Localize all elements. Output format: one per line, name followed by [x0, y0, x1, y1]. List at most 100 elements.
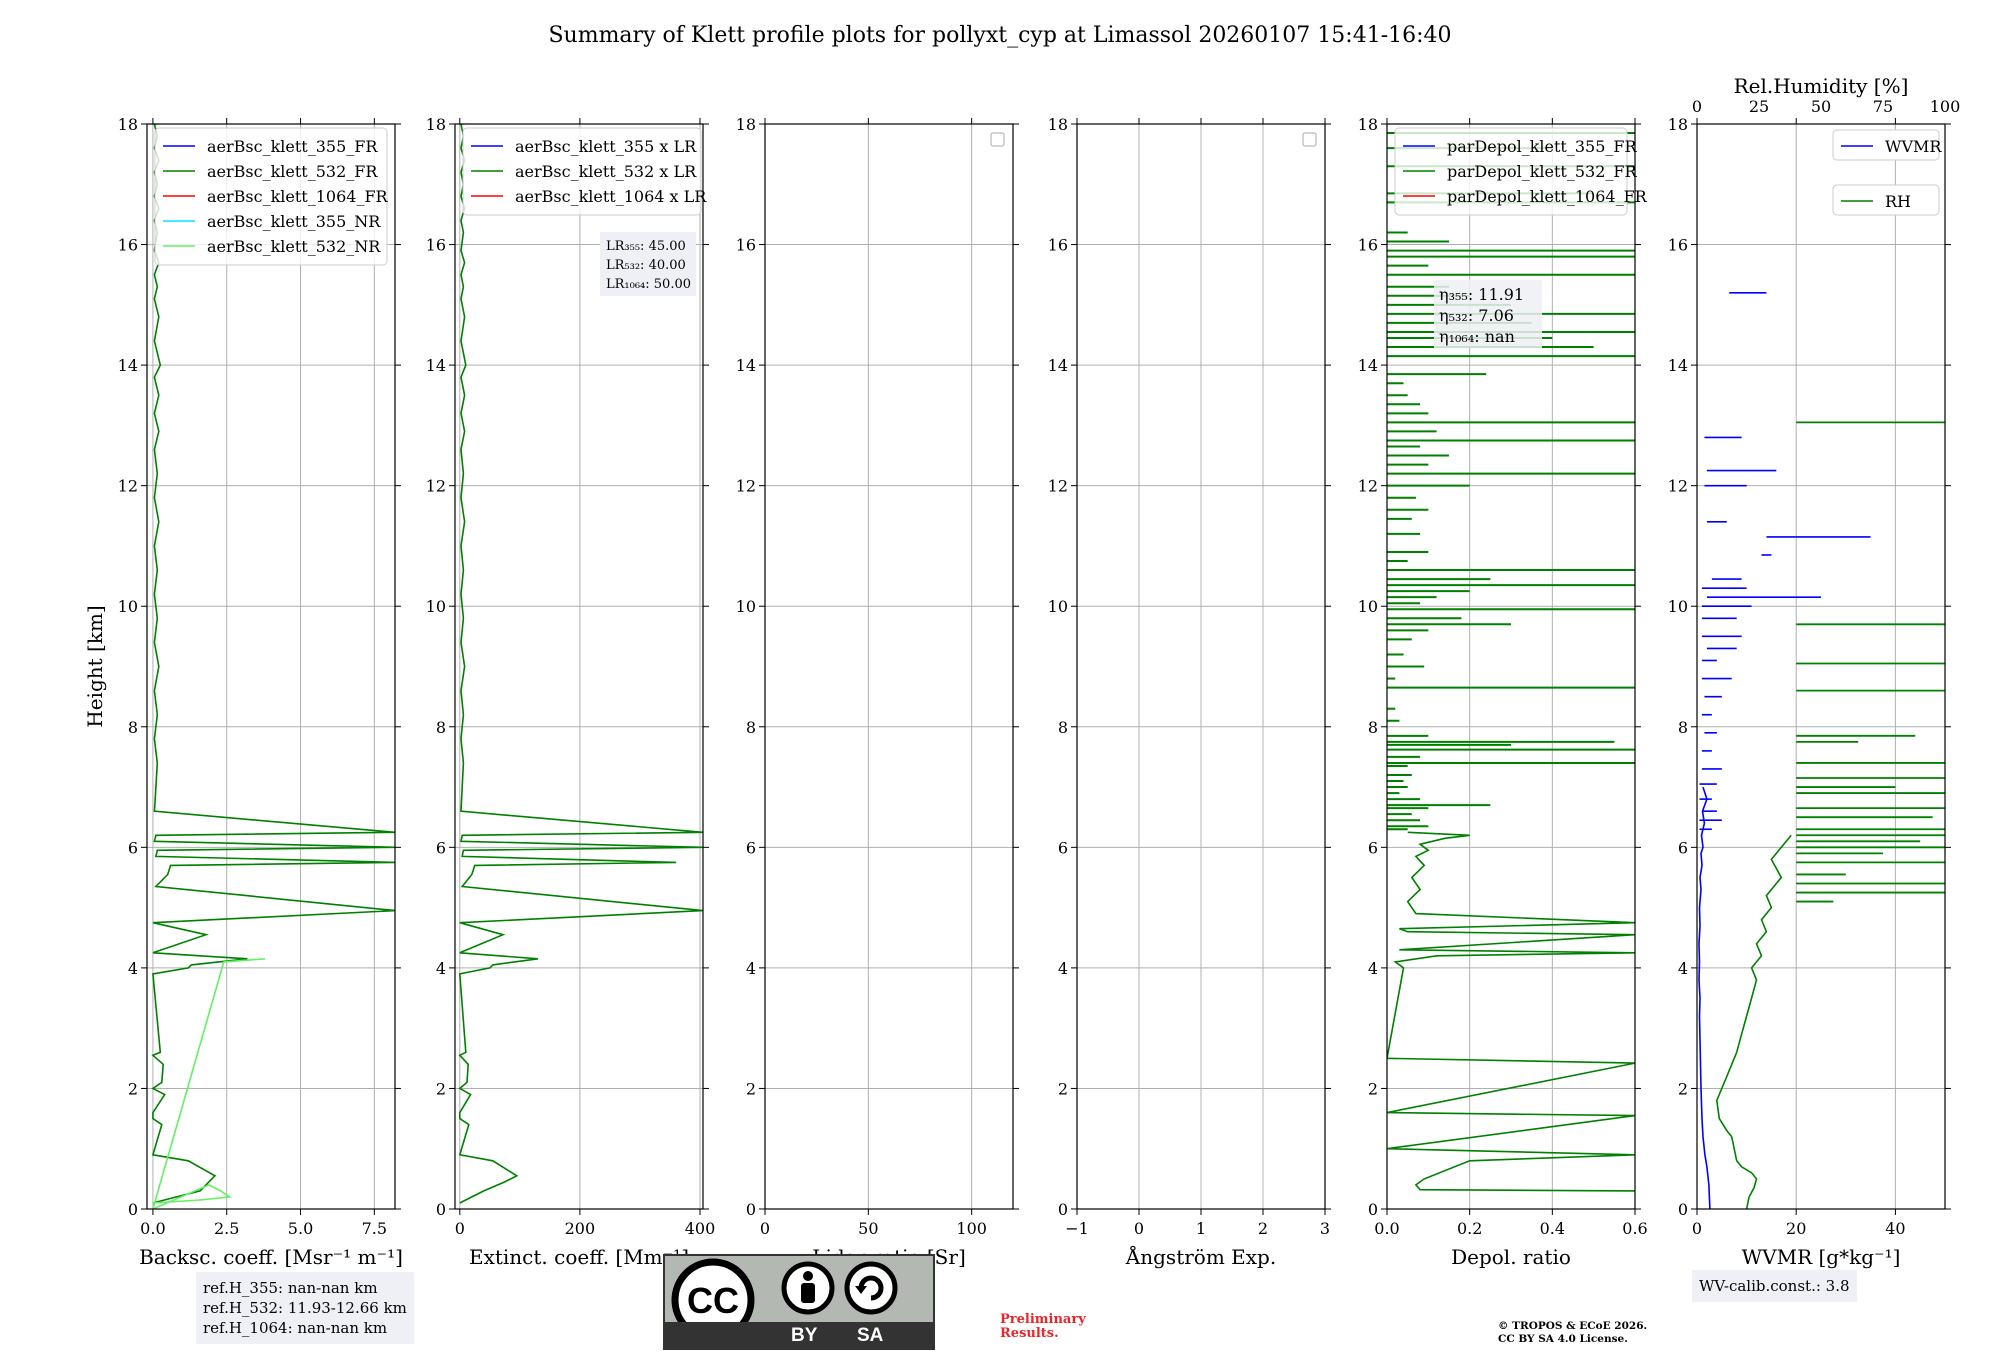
legend-label: aerBsc_klett_355 x LR	[515, 137, 697, 156]
y-tick-label: 6	[1368, 838, 1378, 857]
x-tick-label: 0.4	[1540, 1219, 1565, 1238]
y-tick-label: 6	[1058, 838, 1068, 857]
cc-by-label: BY	[791, 1325, 818, 1346]
person-body-icon	[801, 1283, 815, 1303]
y-tick-label: 18	[426, 115, 446, 134]
legend-label: aerBsc_klett_532_NR	[207, 237, 381, 256]
y-tick-label: 16	[1668, 236, 1688, 255]
data-layer	[458, 124, 703, 1204]
legend-label: RH	[1885, 192, 1911, 211]
person-head-icon	[803, 1271, 813, 1281]
legend-box	[154, 127, 388, 266]
y-tick-label: 4	[1058, 959, 1068, 978]
data-layer	[151, 124, 395, 1209]
x-tick-label: 50	[858, 1219, 878, 1238]
y-tick-label: 4	[746, 959, 756, 978]
series-line-WVMR	[1698, 786, 1711, 1209]
y-tick-label: 12	[1358, 477, 1378, 496]
y-tick-label: 8	[128, 718, 138, 737]
y-axis-label: Height [km]	[83, 605, 107, 727]
y-tick-label: 8	[436, 718, 446, 737]
x-tick-label: 40	[1885, 1219, 1905, 1238]
y-tick-label: 6	[1678, 838, 1688, 857]
copyright-note: © TROPOS & ECoE 2026. CC BY SA 4.0 Licen…	[1498, 1320, 1647, 1346]
wv-calib-text: WV-calib.const.: 3.8	[1699, 1277, 1850, 1295]
x-axis-label: WVMR [g*kg⁻¹]	[1742, 1245, 1901, 1269]
lidar-ratio-label: LR₁₀₆₄: 50.00	[606, 277, 691, 292]
figure-title: Summary of Klett profile plots for polly…	[548, 23, 1451, 48]
share-alike-arrow-icon	[858, 1275, 884, 1301]
y-tick-label: 18	[1668, 115, 1688, 134]
axes-frame	[1696, 123, 1946, 1210]
y-tick-label: 14	[118, 356, 138, 375]
y-tick-label: 8	[1368, 718, 1378, 737]
preliminary-note: Preliminary Results.	[1000, 1313, 1086, 1341]
share-alike-icon	[844, 1261, 898, 1315]
y-tick-label: 0	[1678, 1200, 1688, 1219]
x-tick-label: 0	[760, 1219, 770, 1238]
ref-height-355: ref.H_355: nan-nan km	[203, 1279, 378, 1297]
legend-label: parDepol_klett_355_FR	[1447, 137, 1638, 156]
y-tick-label: 12	[118, 477, 138, 496]
y-tick-label: 12	[736, 477, 756, 496]
x-tick-label: 0	[1692, 1219, 1702, 1238]
legend-label: parDepol_klett_1064_FR	[1447, 187, 1648, 206]
ref-height-box: ref.H_355: nan-nan km ref.H_532: 11.93-1…	[196, 1272, 414, 1344]
y-tick-label: 12	[1048, 477, 1068, 496]
y-tick-label: 4	[1678, 959, 1688, 978]
x-tick-label: 3	[1320, 1219, 1330, 1238]
y-tick-label: 2	[128, 1079, 138, 1098]
axes-frame	[1386, 123, 1636, 1210]
y-tick-label: 6	[746, 838, 756, 857]
eta-box	[1434, 280, 1542, 348]
x-tick-label: 0.2	[1457, 1219, 1482, 1238]
legend-box	[1832, 184, 1940, 216]
top-axis-label: Rel.Humidity [%]	[1734, 74, 1909, 98]
x-axis-label: Ångström Exp.	[1125, 1244, 1276, 1269]
x-tick-label: 200	[565, 1219, 596, 1238]
copyright-line-2: CC BY SA 4.0 License.	[1498, 1333, 1628, 1345]
legend-box	[1832, 129, 1940, 161]
y-tick-label: 0	[128, 1200, 138, 1219]
panel-extinction: 0 2 4 6 8 10 12 14 16 18 0 200 400 Extinct. coeff. [M…	[426, 115, 716, 1269]
top-x-tick-label: 100	[1930, 97, 1961, 116]
x-tick-label: 1	[1196, 1219, 1206, 1238]
y-tick-label: 0	[1368, 1200, 1378, 1219]
empty-legend-box	[990, 132, 1005, 147]
y-tick-label: 4	[128, 959, 138, 978]
legend-label: aerBsc_klett_532 x LR	[515, 162, 697, 181]
y-tick-label: 6	[128, 838, 138, 857]
top-x-tick-label: 50	[1811, 97, 1831, 116]
lidar-ratio-box	[600, 232, 696, 296]
y-tick-label: 2	[1678, 1079, 1688, 1098]
y-tick-label: 10	[736, 597, 756, 616]
axes-frame	[454, 123, 704, 1210]
y-tick-label: 8	[746, 718, 756, 737]
y-tick-label: 10	[1668, 597, 1688, 616]
series-line-RH	[1715, 834, 1792, 1209]
axes-frame	[146, 123, 396, 1210]
preliminary-line-1: Preliminary	[1000, 1312, 1086, 1327]
x-axis-label: Depol. ratio	[1451, 1245, 1571, 1269]
axes-frame	[764, 123, 1014, 1210]
copyright-line-1: © TROPOS & ECoE 2026.	[1498, 1320, 1648, 1332]
y-tick-label: 2	[1058, 1079, 1068, 1098]
legend-box	[1394, 127, 1628, 216]
ref-height-532: ref.H_532: 11.93-12.66 km	[203, 1299, 407, 1317]
legend-label: aerBsc_klett_532_FR	[207, 162, 378, 181]
legend-label: aerBsc_klett_355_NR	[207, 212, 381, 231]
x-tick-label: 0.0	[140, 1219, 165, 1238]
y-tick-label: 12	[1668, 477, 1688, 496]
lidar-ratio-label: LR₅₃₂: 40.00	[606, 258, 686, 273]
legend-label: aerBsc_klett_1064_FR	[207, 187, 389, 206]
series-line-aerBsc_klett_532 x LR	[458, 124, 703, 1204]
y-tick-label: 16	[1048, 236, 1068, 255]
x-tick-label: 0.6	[1622, 1219, 1647, 1238]
empty-legend-box	[1302, 132, 1317, 147]
y-tick-label: 14	[426, 356, 446, 375]
y-tick-label: 14	[1358, 356, 1378, 375]
y-tick-label: 10	[1358, 597, 1378, 616]
y-tick-label: 18	[118, 115, 138, 134]
